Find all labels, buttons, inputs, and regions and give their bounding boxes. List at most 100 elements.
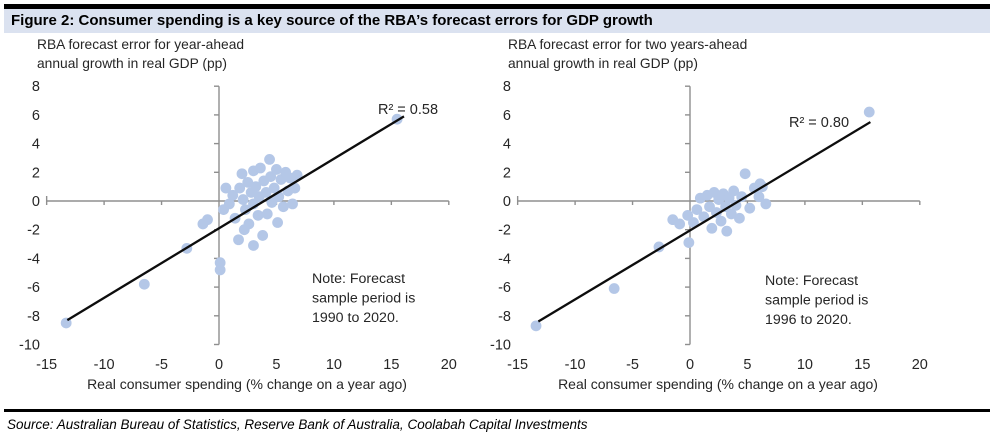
- data-point: [682, 209, 694, 221]
- data-point: [753, 191, 765, 203]
- data-point: [220, 182, 232, 194]
- data-point: [265, 171, 277, 183]
- trend-line: [537, 121, 871, 323]
- source-divider: [4, 409, 990, 412]
- y-tick-label: -8: [498, 309, 511, 325]
- x-tick-label: 0: [686, 357, 694, 373]
- chart-title-line: RBA forecast error for two years-ahead: [508, 37, 747, 52]
- data-point: [760, 198, 772, 210]
- data-point: [287, 198, 298, 210]
- y-tick-label: -4: [498, 251, 511, 267]
- y-tick-label: 8: [503, 79, 511, 95]
- data-point: [608, 283, 620, 294]
- x-axis-label: Real consumer spending (% change on a ye…: [87, 376, 407, 392]
- y-tick-label: 4: [503, 137, 511, 153]
- x-tick-label: -10: [565, 357, 586, 373]
- chart-year-ahead: -15 -10 -5 0 5 10 15 20 8 6 4 2 0 -2 -4 -6 -8 -10 RBA fore…: [0, 33, 500, 395]
- trend-line: [66, 115, 405, 322]
- x-tick-label: 15: [854, 357, 870, 373]
- data-point: [138, 278, 150, 290]
- y-tick-label: 0: [32, 194, 40, 210]
- data-point: [291, 169, 303, 181]
- x-tick-label: 20: [441, 357, 457, 373]
- y-tick-label: 0: [503, 194, 511, 210]
- data-point: [260, 186, 272, 198]
- data-point: [730, 199, 742, 211]
- y-tick-label: -4: [27, 251, 40, 267]
- x-tick-label: 5: [272, 357, 280, 373]
- data-point: [268, 182, 280, 194]
- source-note: Source: Australian Bureau of Statistics,…: [7, 417, 588, 432]
- figure-title: Figure 2: Consumer spending is a key sou…: [4, 9, 990, 33]
- data-point: [715, 215, 727, 227]
- x-tick-label: -15: [36, 357, 57, 373]
- data-point: [744, 202, 756, 214]
- data-point: [277, 201, 289, 213]
- data-point: [734, 212, 745, 224]
- data-point: [197, 218, 209, 230]
- data-point: [728, 185, 740, 197]
- data-point: [248, 240, 259, 251]
- data-point: [242, 176, 254, 188]
- data-point: [683, 237, 695, 249]
- x-tick-label: 10: [326, 357, 342, 373]
- x-tick-label: 20: [912, 357, 928, 373]
- data-point: [863, 106, 875, 118]
- chart-title-line: annual growth in real GDP (pp): [508, 56, 698, 71]
- x-tick-label: -5: [626, 357, 639, 373]
- data-point: [233, 234, 244, 246]
- data-point: [674, 218, 686, 230]
- data-point: [257, 230, 269, 241]
- y-tick-label: -2: [498, 223, 511, 239]
- data-point: [289, 182, 301, 194]
- note-line: Note: Forecast: [765, 273, 858, 289]
- x-tick-label: 10: [797, 357, 813, 373]
- note-line: sample period is: [312, 291, 415, 307]
- y-tick-label: 4: [32, 137, 40, 153]
- note-line: 1990 to 2020.: [312, 310, 399, 326]
- data-point: [530, 320, 542, 332]
- data-point: [240, 204, 251, 216]
- data-point: [237, 194, 249, 205]
- data-point: [706, 222, 718, 234]
- x-tick-label: -15: [507, 357, 528, 373]
- data-point: [227, 189, 239, 201]
- data-point: [271, 164, 282, 175]
- data-point: [721, 225, 733, 237]
- data-point: [739, 168, 751, 180]
- data-point: [243, 218, 255, 230]
- note-line: sample period is: [765, 293, 868, 309]
- data-point: [725, 208, 737, 220]
- x-tick-label: -10: [94, 357, 115, 373]
- x-tick-label: 0: [215, 357, 223, 373]
- y-tick-label: -6: [27, 280, 40, 296]
- y-tick-label: 6: [503, 108, 511, 124]
- x-tick-label: -5: [155, 357, 168, 373]
- data-point: [261, 208, 273, 220]
- data-point: [272, 217, 283, 228]
- y-tick-label: 8: [32, 79, 40, 95]
- data-point: [250, 181, 262, 193]
- data-point: [254, 162, 266, 174]
- y-tick-label: 6: [32, 108, 40, 124]
- y-tick-label: -6: [498, 280, 511, 296]
- data-point: [234, 182, 246, 194]
- r-squared-label: R² = 0.80: [789, 115, 849, 131]
- data-point: [252, 209, 264, 221]
- chart-title-line: annual growth in real GDP (pp): [37, 56, 227, 71]
- y-tick-label: 2: [503, 165, 511, 181]
- y-tick-label: -10: [490, 338, 511, 354]
- data-point: [736, 191, 748, 203]
- y-tick-label: 2: [32, 165, 40, 181]
- chart-two-years-ahead: -15 -10 -5 0 5 10 15 20 8 6 4 2 0 -2 -4 -6 -8 -10 RBA fore…: [471, 33, 971, 395]
- top-border: [4, 4, 990, 9]
- y-tick-label: -10: [19, 338, 40, 354]
- data-point: [691, 204, 703, 216]
- data-point: [223, 198, 235, 210]
- y-tick-label: -2: [27, 223, 40, 239]
- x-tick-label: 5: [743, 357, 751, 373]
- data-point: [236, 168, 248, 180]
- chart-title-line: RBA forecast error for year-ahead: [37, 37, 244, 52]
